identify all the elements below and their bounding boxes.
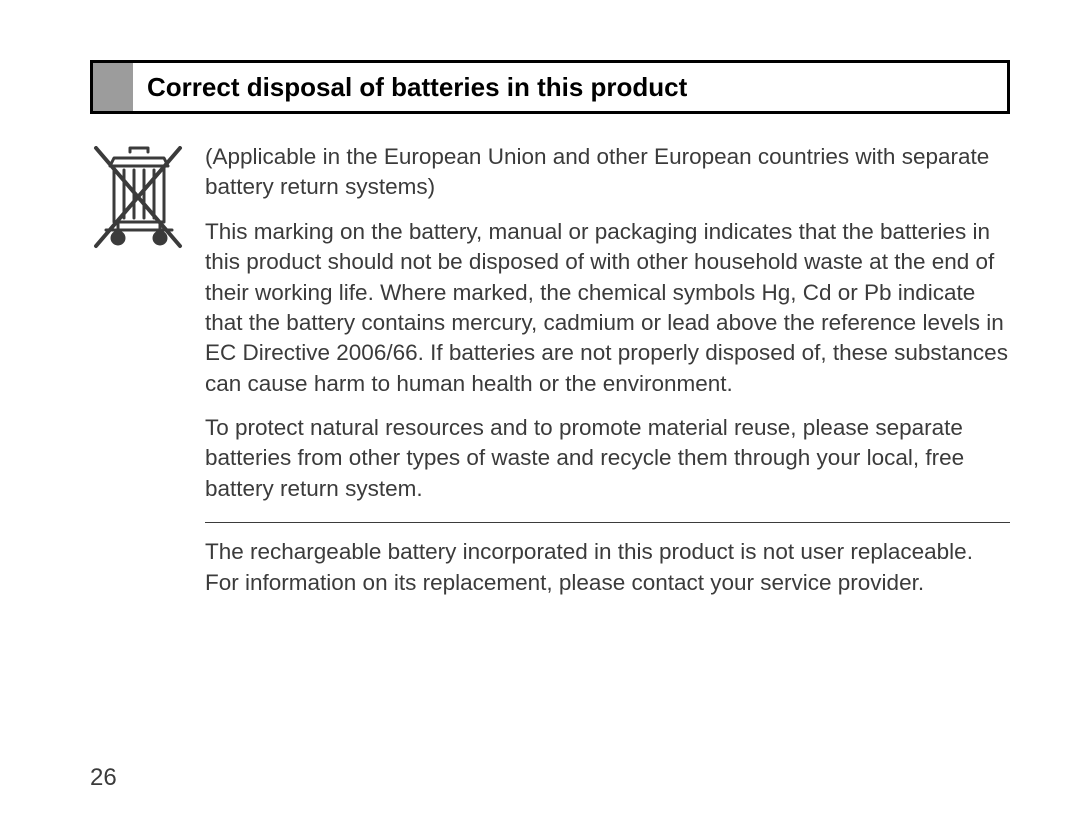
disposal-instructions: This marking on the battery, manual or p… (205, 217, 1010, 399)
text-column: (Applicable in the European Union and ot… (205, 142, 1010, 612)
weee-crossed-out-bin-icon (90, 243, 185, 260)
icon-column (90, 142, 205, 261)
section-divider (205, 522, 1010, 523)
page-number: 26 (90, 764, 117, 792)
applicability-note: (Applicable in the European Union and ot… (205, 142, 1010, 203)
heading-gray-block (93, 63, 133, 111)
manual-page: Correct disposal of batteries in this pr… (0, 0, 1080, 840)
section-heading-box: Correct disposal of batteries in this pr… (90, 60, 1010, 114)
battery-replacement-note: The rechargeable battery incorporated in… (205, 537, 1010, 598)
recycling-instructions: To protect natural resources and to prom… (205, 413, 1010, 504)
section-heading-title: Correct disposal of batteries in this pr… (133, 63, 687, 111)
body-row: (Applicable in the European Union and ot… (90, 142, 1010, 612)
